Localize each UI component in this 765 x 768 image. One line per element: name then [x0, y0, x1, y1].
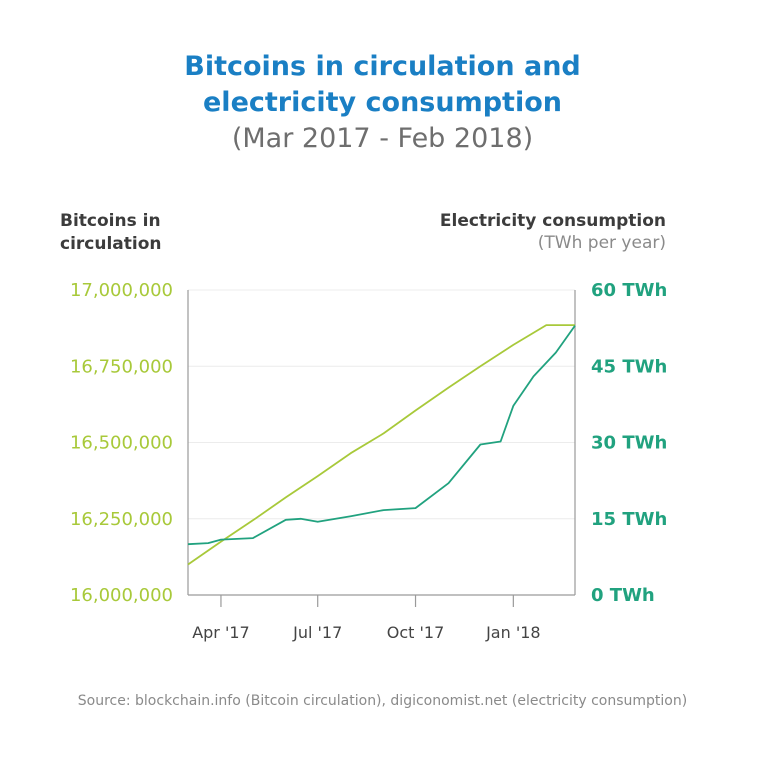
- right-tick-label: 45 TWh: [591, 356, 667, 377]
- x-tick-label: Oct '17: [387, 623, 445, 642]
- right-axis-title: Electricity consumption: [439, 211, 666, 231]
- left-axis-title-line1: Bitcoins in: [60, 211, 161, 231]
- left-tick-label: 17,000,000: [70, 280, 173, 301]
- electricity-consumption-line: [187, 325, 576, 546]
- right-tick-label: 30 TWh: [591, 433, 667, 454]
- right-tick-label: 60 TWh: [591, 280, 667, 301]
- x-tick-label: Jul '17: [292, 623, 342, 642]
- chart-title-line2: electricity consumption: [203, 87, 562, 118]
- left-tick-label: 16,000,000: [70, 585, 173, 606]
- left-axis-title: Bitcoins in circulation: [60, 210, 162, 256]
- source-note: Source: blockchain.info (Bitcoin circula…: [77, 693, 688, 709]
- left-tick-label: 16,500,000: [70, 433, 173, 454]
- left-axis-title-line2: circulation: [60, 234, 162, 254]
- chart-subtitle: (Mar 2017 - Feb 2018): [231, 123, 534, 154]
- left-tick-label: 16,250,000: [70, 509, 173, 530]
- x-tick-label: Jan '18: [485, 623, 541, 642]
- right-tick-label: 0 TWh: [591, 585, 655, 606]
- x-tick-label: Apr '17: [192, 623, 250, 642]
- right-tick-label: 15 TWh: [591, 509, 667, 530]
- right-axis-unit: (TWh per year): [537, 233, 666, 253]
- bitcoin-circulation-line: [187, 324, 575, 566]
- left-tick-label: 16,750,000: [70, 356, 173, 377]
- chart-title-line1: Bitcoins in circulation and: [184, 51, 581, 82]
